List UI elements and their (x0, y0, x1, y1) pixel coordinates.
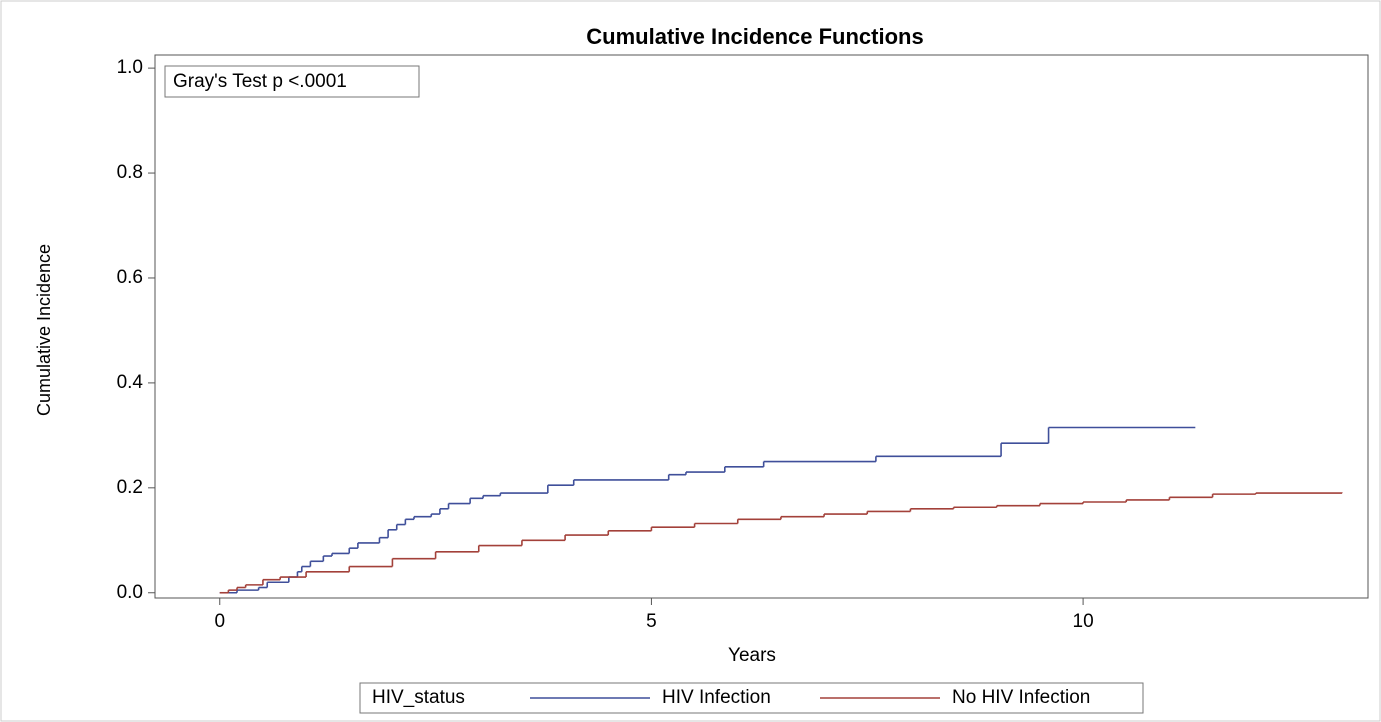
y-tick-label: 0.4 (117, 372, 144, 393)
legend-box (359, 682, 1144, 714)
chart-title: Cumulative Incidence Functions (586, 24, 923, 49)
x-tick-label: 5 (646, 611, 657, 632)
y-tick-label: 0.0 (117, 582, 143, 603)
y-axis-label: Cumulative Incidence (34, 244, 54, 416)
x-axis-label: Years (728, 645, 776, 666)
y-tick-label: 0.8 (117, 162, 143, 183)
legend-label: HIV Infection (662, 687, 771, 708)
annotation: Gray's Test p <.0001 (173, 71, 347, 92)
x-tick-label: 0 (214, 611, 225, 632)
y-tick-label: 0.6 (117, 267, 143, 288)
x-tick-label: 10 (1073, 611, 1094, 632)
legend-label: No HIV Infection (952, 687, 1090, 708)
annotation-box (164, 65, 420, 98)
y-tick-label: 1.0 (117, 57, 143, 78)
plot-frame (154, 54, 1369, 599)
y-tick-label: 0.2 (117, 477, 143, 498)
legend-title: HIV_status (372, 687, 465, 708)
